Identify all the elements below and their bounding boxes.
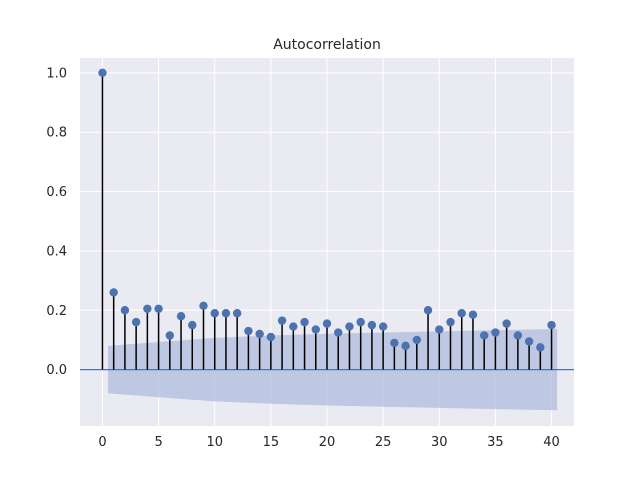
acf-point — [255, 329, 264, 339]
acf-point — [322, 319, 332, 328]
acf-point — [356, 317, 365, 327]
acf-point — [468, 310, 478, 319]
acf-markers — [98, 68, 556, 352]
chart-title: Autocorrelation — [273, 37, 381, 53]
acf-point — [131, 317, 141, 327]
acf-point — [423, 306, 433, 315]
x-tick-label: 10 — [206, 435, 223, 450]
acf-point — [479, 331, 489, 340]
y-tick-label: 0.6 — [46, 185, 67, 200]
x-tick-label: 0 — [98, 435, 106, 450]
x-tick-label: 20 — [319, 435, 336, 450]
x-axis-ticks: 0 5 10 15 20 25 30 35 40 — [98, 435, 560, 450]
y-tick-label: 0.8 — [46, 126, 67, 141]
acf-point — [524, 337, 534, 346]
acf-point — [221, 309, 231, 318]
y-tick-label: 0.0 — [46, 363, 67, 378]
acf-point — [210, 309, 219, 318]
acf-point — [277, 316, 287, 325]
acf-point — [457, 309, 466, 318]
acf-point — [165, 331, 175, 340]
x-tick-label: 30 — [431, 435, 448, 450]
acf-point — [143, 304, 152, 313]
y-tick-label: 0.4 — [46, 244, 67, 259]
acf-point — [109, 288, 118, 297]
acf-point — [345, 322, 354, 331]
acf-point — [536, 343, 545, 352]
acf-point — [98, 68, 107, 78]
acf-point — [244, 326, 253, 336]
acf-point — [378, 322, 388, 331]
x-tick-label: 25 — [375, 435, 392, 450]
acf-point — [390, 338, 399, 348]
acf-point — [232, 309, 242, 318]
acf-point — [300, 317, 309, 327]
x-tick-label: 35 — [487, 435, 504, 450]
acf-point — [446, 317, 455, 327]
acf-point — [502, 319, 511, 328]
acf-point — [513, 331, 523, 340]
acf-point — [334, 328, 343, 337]
x-tick-label: 40 — [543, 435, 560, 450]
x-tick-label: 15 — [263, 435, 280, 450]
acf-point — [401, 341, 410, 351]
acf-stems — [101, 72, 553, 370]
acf-point — [547, 320, 556, 330]
acf-point — [154, 304, 163, 313]
acf-point — [311, 325, 320, 334]
acf-point — [176, 311, 186, 321]
acf-point — [289, 322, 298, 331]
acf-point — [199, 301, 208, 311]
acf-point — [435, 325, 444, 334]
acf-point — [367, 320, 377, 330]
y-axis-ticks: 0.0 0.2 0.4 0.6 0.8 1.0 — [46, 66, 67, 378]
acf-point — [188, 320, 197, 330]
acf-point — [266, 332, 276, 342]
x-tick-label: 5 — [154, 435, 162, 450]
acf-point — [412, 335, 422, 345]
y-tick-label: 0.2 — [46, 304, 67, 319]
y-tick-label: 1.0 — [46, 66, 67, 81]
acf-point — [120, 306, 130, 315]
acf-point — [491, 328, 500, 337]
